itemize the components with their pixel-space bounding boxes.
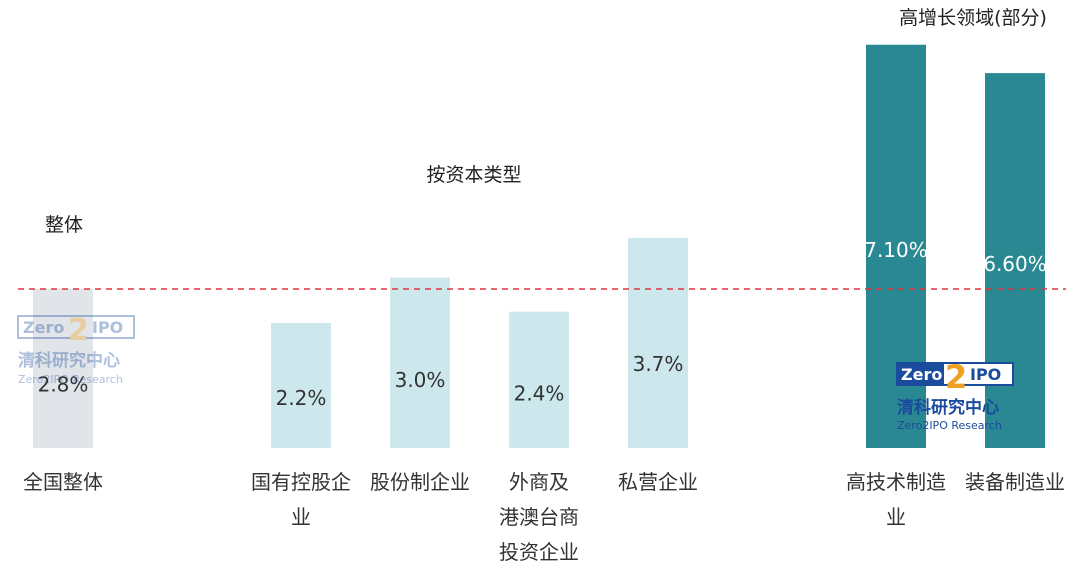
watermark-brand-suffix: IPO [92, 318, 123, 337]
category-label-5: 高技术制造业 [846, 470, 946, 529]
category-label-line: 港澳台商 [499, 505, 579, 529]
group-label-1: 按资本类型 [426, 164, 521, 186]
bar-0 [33, 288, 93, 448]
value-label-1: 2.2% [276, 386, 327, 410]
category-label-line: 国有控股企 [251, 470, 351, 494]
category-label-line: 业 [291, 505, 311, 529]
category-label-4: 私营企业 [618, 470, 698, 494]
value-labels-layer: 2.8% 2.2% 3.0% 2.4% 3.7% 7.10% 6.60% [38, 238, 1047, 410]
category-label-line: 股份制企业 [370, 470, 470, 494]
category-label-line: 外商及 [509, 470, 569, 494]
watermark-brand-digit-2: 2 [945, 358, 967, 396]
watermark-logo-2: Zero 2 IPO 清科研究中心 Zero2IPO Research [896, 358, 1014, 432]
category-label-2: 股份制企业 [370, 470, 470, 494]
watermark-brand-suffix-2: IPO [970, 365, 1001, 384]
watermark-brand-digit: 2 [68, 313, 89, 348]
bar-3 [509, 311, 569, 448]
watermark-cn-name: 清科研究中心 [18, 350, 120, 371]
category-label-3: 外商及港澳台商投资企业 [499, 470, 579, 564]
group-label-2: 高增长领域(部分) [899, 7, 1047, 29]
category-label-line: 投资企业 [499, 540, 579, 564]
value-label-3: 2.4% [514, 381, 565, 405]
watermark-en-name-2: Zero2IPO Research [897, 419, 1002, 432]
category-label-line: 高技术制造 [846, 470, 946, 494]
category-label-line: 业 [886, 505, 906, 529]
category-label-line: 私营企业 [618, 470, 698, 494]
bar-4 [628, 237, 688, 448]
category-label-line: 全国整体 [23, 470, 103, 494]
group-label-0: 整体 [45, 214, 83, 236]
watermark-brand: Zero [23, 318, 64, 337]
bar-2 [390, 277, 450, 448]
category-label-line: 装备制造业 [965, 470, 1065, 494]
category-label-0: 全国整体 [23, 470, 103, 494]
value-label-2: 3.0% [395, 368, 446, 392]
watermark-cn-name-2: 清科研究中心 [897, 397, 999, 418]
value-label-4: 3.7% [633, 352, 684, 376]
value-label-0: 2.8% [38, 372, 89, 396]
bar-1 [271, 323, 331, 448]
bars-layer [33, 44, 1045, 449]
group-labels-layer: 整体 按资本类型 高增长领域(部分) [45, 7, 1047, 236]
value-label-5: 7.10% [864, 238, 928, 262]
category-label-1: 国有控股企业 [251, 470, 351, 529]
category-label-6: 装备制造业 [965, 470, 1065, 494]
watermark-logo: Zero 2 IPO 清科研究中心 Zero2IPO Research [17, 313, 135, 386]
value-label-6: 6.60% [983, 252, 1047, 276]
watermark-en-name: Zero2IPO Research [18, 373, 123, 386]
watermark-brand-2: Zero [901, 365, 942, 384]
